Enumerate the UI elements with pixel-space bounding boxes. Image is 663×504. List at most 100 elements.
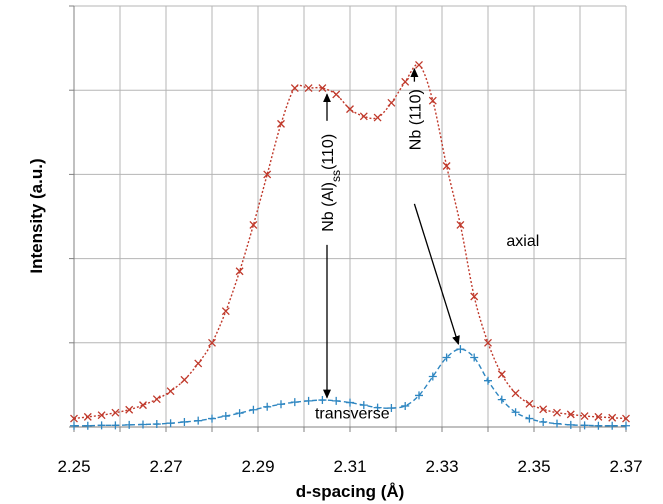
data-point-axial xyxy=(97,411,106,420)
data-point-axial xyxy=(83,412,92,421)
data-point-transverse xyxy=(208,414,216,423)
data-point-axial xyxy=(401,77,410,86)
x-tick-label: 2.35 xyxy=(517,457,550,476)
data-point-axial xyxy=(566,410,575,419)
data-point-axial xyxy=(359,112,368,121)
x-tick-label: 2.31 xyxy=(333,457,366,476)
data-point-transverse xyxy=(442,353,451,362)
data-point-axial xyxy=(415,60,423,69)
data-point-transverse xyxy=(166,419,175,428)
data-point-axial xyxy=(221,307,230,316)
data-point-axial xyxy=(318,84,327,93)
data-point-axial xyxy=(235,267,244,276)
data-point-axial xyxy=(525,399,534,408)
annotation-nb-110: Nb (110) xyxy=(407,89,424,150)
data-point-transverse xyxy=(415,391,423,400)
data-point-transverse xyxy=(221,412,230,421)
data-point-transverse xyxy=(318,396,327,405)
data-point-transverse xyxy=(304,396,313,405)
data-point-axial xyxy=(497,370,506,379)
x-tick-label: 2.37 xyxy=(609,457,642,476)
data-point-axial xyxy=(139,401,147,410)
data-point-transverse xyxy=(332,396,341,405)
arrow-nb-110-down xyxy=(413,203,460,345)
annotation-nb-al-sub: ss xyxy=(329,170,343,182)
data-point-axial xyxy=(208,338,216,347)
annotations-layer: Nb (Al)ss(110) Nb (110) axial transverse xyxy=(315,67,539,423)
data-point-axial xyxy=(428,96,437,105)
data-point-transverse xyxy=(139,420,147,429)
data-point-axial xyxy=(387,98,396,107)
annotation-nb-al-ss: Nb (Al)ss(110) xyxy=(320,134,343,232)
data-point-transverse xyxy=(622,421,630,430)
data-point-transverse xyxy=(594,421,603,430)
y-axis-title: Intensity (a.u.) xyxy=(27,158,46,273)
data-point-axial xyxy=(539,405,548,414)
x-tick-labels: 2.25 2.27 2.29 2.31 2.33 2.35 2.37 xyxy=(57,457,642,476)
label-axial: axial xyxy=(506,233,539,250)
data-point-axial xyxy=(442,162,451,170)
data-point-transverse xyxy=(83,421,92,430)
data-point-transverse xyxy=(608,421,617,430)
x-tick-label: 2.25 xyxy=(57,457,90,476)
data-point-axial xyxy=(249,220,258,229)
data-point-axial xyxy=(152,395,161,404)
data-point-transverse xyxy=(401,401,410,410)
data-point-transverse xyxy=(194,416,203,425)
series-axial xyxy=(70,60,630,423)
data-point-transverse xyxy=(346,398,354,407)
data-point-axial xyxy=(277,119,285,128)
gridlines xyxy=(73,5,627,427)
data-point-axial xyxy=(332,90,341,99)
axes xyxy=(69,5,627,432)
data-point-transverse xyxy=(553,419,561,428)
data-point-axial xyxy=(111,408,120,417)
data-point-transverse xyxy=(387,404,396,413)
annotation-nb-al-main: Nb (Al) xyxy=(320,182,337,232)
data-point-transverse xyxy=(152,420,161,429)
data-point-axial xyxy=(194,359,203,368)
data-point-transverse xyxy=(263,402,272,411)
data-point-axial xyxy=(594,412,603,421)
data-point-transverse xyxy=(566,420,575,429)
data-point-transverse xyxy=(580,421,589,430)
data-point-axial xyxy=(263,170,272,179)
data-point-axial xyxy=(470,292,479,301)
data-point-axial xyxy=(456,220,465,229)
data-point-axial xyxy=(622,414,630,423)
data-point-transverse xyxy=(525,414,534,423)
data-point-axial xyxy=(166,387,175,396)
x-tick-label: 2.33 xyxy=(425,457,458,476)
data-point-transverse xyxy=(70,421,78,430)
data-point-transverse xyxy=(235,409,244,418)
data-point-axial xyxy=(346,105,354,114)
series-transverse xyxy=(70,345,630,430)
data-point-transverse xyxy=(539,417,548,426)
x-tick-label: 2.27 xyxy=(149,457,182,476)
data-point-transverse xyxy=(456,345,465,354)
data-point-axial xyxy=(580,412,589,421)
data-point-axial xyxy=(180,375,189,384)
data-point-axial xyxy=(553,408,561,417)
x-tick-label: 2.29 xyxy=(241,457,274,476)
data-point-transverse xyxy=(97,421,106,430)
data-point-axial xyxy=(511,389,520,398)
data-point-transverse xyxy=(249,405,258,414)
data-point-transverse xyxy=(359,401,368,410)
data-point-transverse xyxy=(290,398,299,407)
data-point-axial xyxy=(290,84,299,93)
data-point-axial xyxy=(484,338,492,347)
data-point-transverse xyxy=(511,408,520,417)
x-axis-title: d-spacing (Å) xyxy=(296,482,405,501)
data-point-transverse xyxy=(180,417,189,426)
data-point-transverse xyxy=(277,400,285,409)
data-point-transverse xyxy=(470,353,479,362)
series-layer xyxy=(70,60,630,430)
data-point-transverse xyxy=(111,421,120,430)
data-point-axial xyxy=(373,113,382,122)
data-point-transverse xyxy=(373,403,382,412)
data-point-axial xyxy=(125,405,134,414)
label-transverse: transverse xyxy=(315,406,390,423)
data-point-transverse xyxy=(428,372,437,381)
